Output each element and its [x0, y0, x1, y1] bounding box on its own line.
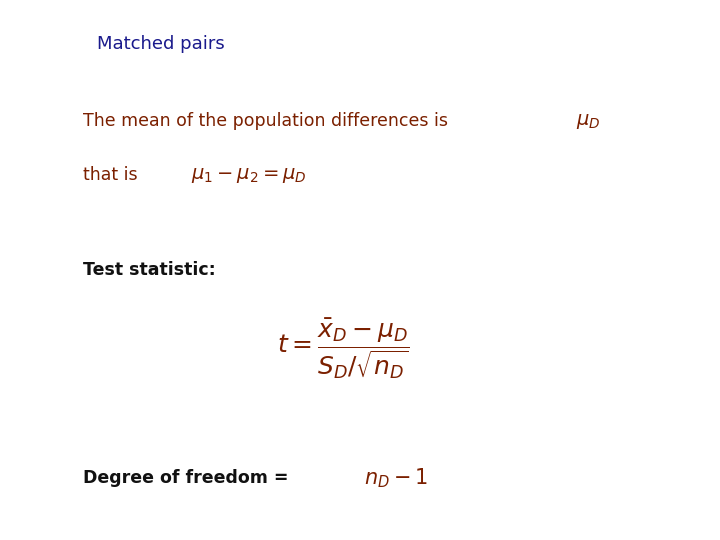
Text: Degree of freedom =: Degree of freedom = — [83, 469, 294, 487]
Text: Matched pairs: Matched pairs — [97, 35, 225, 53]
Text: Test statistic:: Test statistic: — [83, 261, 215, 279]
Text: $\mu_1 - \mu_2 = \mu_D$: $\mu_1 - \mu_2 = \mu_D$ — [191, 166, 307, 185]
Text: $n_D - 1$: $n_D - 1$ — [364, 466, 428, 490]
Text: $t = \dfrac{\bar{x}_D - \mu_D}{S_D / \sqrt{n_D}}$: $t = \dfrac{\bar{x}_D - \mu_D}{S_D / \sq… — [277, 316, 410, 381]
Text: that is: that is — [83, 166, 138, 185]
Text: $\mu_D$: $\mu_D$ — [576, 112, 600, 131]
Text: The mean of the population differences is: The mean of the population differences i… — [83, 112, 448, 131]
